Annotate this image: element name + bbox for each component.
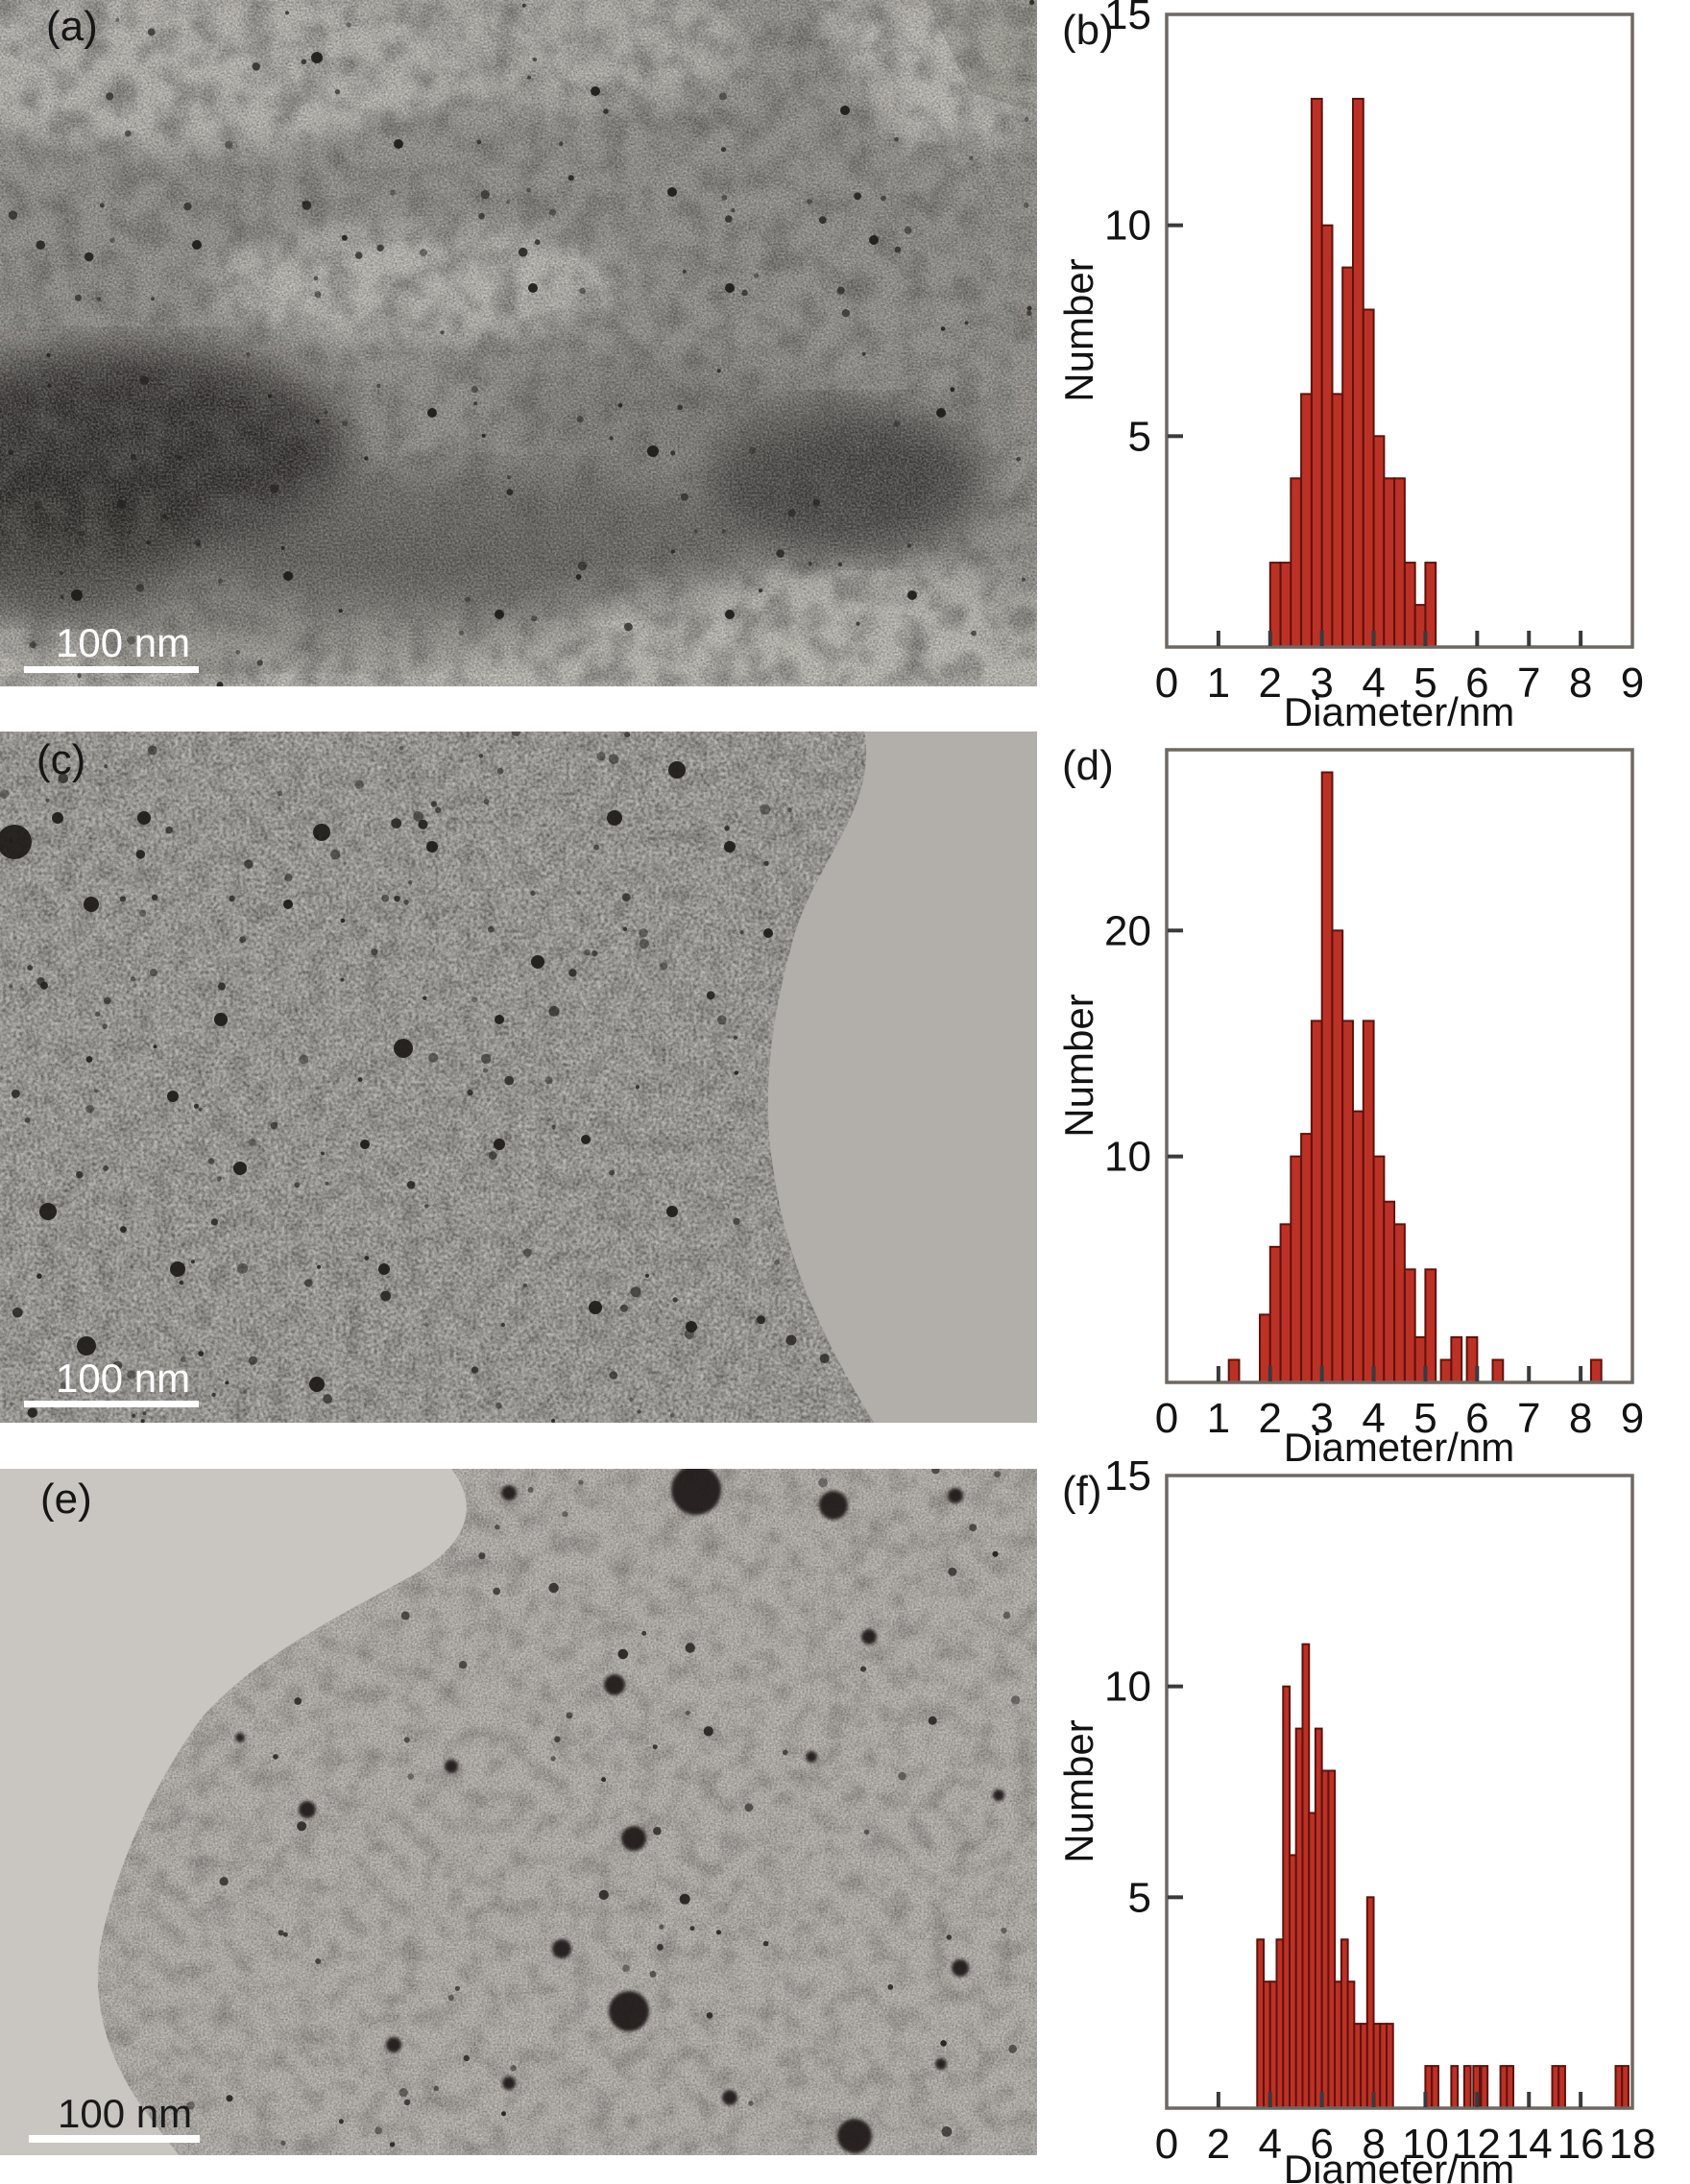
svg-text:7: 7: [1517, 660, 1540, 707]
svg-text:1: 1: [1207, 1395, 1230, 1442]
svg-text:5: 5: [1128, 1874, 1151, 1921]
panel-c-letter: (c): [36, 736, 85, 783]
histogram-f-bars: [1256, 1643, 1630, 2110]
svg-text:6: 6: [1310, 2121, 1333, 2168]
svg-text:10: 10: [1104, 203, 1151, 250]
svg-text:3: 3: [1310, 1395, 1333, 1442]
svg-text:9: 9: [1621, 1395, 1644, 1442]
histogram-d-axes: 0 1 2 3 4 5 6 7 8 9 10 20: [1104, 748, 1644, 1442]
histogram-d-plot: (d) Number Diameter/nm 0 1 2 3 4 5 6 7 8 9 10 20: [1056, 742, 1644, 1461]
panel-a-letter: (a): [46, 3, 98, 50]
svg-text:15: 15: [1104, 0, 1151, 38]
panel-c-tem-image: 100 nm (c): [0, 732, 1037, 1423]
tem-c-nanoparticle-dots: [0, 732, 830, 1423]
panel-f-histogram: (f) Number Diameter/nm 0 2 4 6 8 10 12 14 16 18 5 1…: [1056, 1461, 1690, 2184]
svg-text:12: 12: [1454, 2121, 1501, 2168]
tem-a-micrograph: 100 nm (a): [0, 0, 1037, 686]
svg-text:15: 15: [1104, 1461, 1151, 1500]
panel-b-histogram: (b) Number Diameter/nm 0 1 2 3 4 5 6 7 8 9 5 10 15: [1056, 0, 1690, 735]
panel-a-tem-image: 100 nm (a): [0, 0, 1037, 686]
tem-a-scale-bar-line: [24, 666, 199, 673]
panel-f-letter: (f): [1062, 1468, 1102, 1515]
svg-text:8: 8: [1569, 660, 1592, 707]
svg-text:7: 7: [1517, 1395, 1540, 1442]
panel-b-letter: (b): [1062, 7, 1114, 54]
tem-e-scale-bar-label: 100 nm: [58, 2091, 192, 2136]
tem-c-scale-bar-line: [24, 1401, 199, 1407]
svg-text:0: 0: [1155, 2121, 1178, 2168]
tem-e-scale-bar-line: [29, 2135, 200, 2143]
svg-text:4: 4: [1259, 2121, 1282, 2168]
panel-e-tem-image: 100 nm (e): [0, 1469, 1037, 2155]
tem-e-nanoparticle-dots: [186, 1469, 1021, 2148]
svg-text:5: 5: [1413, 660, 1436, 707]
tem-a-scale-bar-label: 100 nm: [56, 620, 190, 665]
histogram-f-plot: (f) Number Diameter/nm 0 2 4 6 8 10 12 14 16 1851…: [1056, 1461, 1655, 2184]
svg-text:4: 4: [1362, 660, 1385, 707]
panel-d-histogram: (d) Number Diameter/nm 0 1 2 3 4 5 6 7 8 9 10 20: [1056, 735, 1690, 1461]
panel-e-letter: (e): [40, 1476, 92, 1523]
svg-text:8: 8: [1569, 1395, 1592, 1442]
svg-text:14: 14: [1506, 2121, 1553, 2168]
svg-text:8: 8: [1362, 2121, 1385, 2168]
svg-text:2: 2: [1259, 1395, 1282, 1442]
svg-text:5: 5: [1128, 413, 1151, 460]
svg-text:0: 0: [1155, 660, 1178, 707]
tem-a-scale-bar: 100 nm: [24, 620, 199, 673]
tem-c-micrograph: 100 nm (c): [0, 732, 1037, 1423]
tem-a-nanoparticle-dots: [8, 0, 1035, 686]
histogram-d-y-axis-title: Number: [1056, 994, 1101, 1137]
svg-text:16: 16: [1557, 2121, 1605, 2168]
svg-text:18: 18: [1609, 2121, 1656, 2168]
tem-a-grain-light: [0, 0, 1037, 686]
svg-text:3: 3: [1310, 660, 1333, 707]
tem-e-large-nanoparticles: [235, 1469, 1004, 2153]
svg-text:1: 1: [1207, 660, 1230, 707]
histogram-b-x-axis-title: Diameter/nm: [1284, 689, 1514, 734]
tem-c-scale-bar: 100 nm: [24, 1356, 199, 1407]
svg-text:5: 5: [1413, 1395, 1436, 1442]
svg-text:20: 20: [1104, 907, 1151, 954]
svg-text:6: 6: [1465, 1395, 1488, 1442]
svg-text:10: 10: [1104, 1664, 1151, 1711]
svg-text:0: 0: [1155, 1395, 1178, 1442]
svg-text:4: 4: [1362, 1395, 1385, 1442]
histogram-b-y-axis-title: Number: [1056, 258, 1101, 401]
histogram-f-y-axis-title: Number: [1056, 1719, 1101, 1862]
svg-text:10: 10: [1402, 2121, 1449, 2168]
tem-c-scale-bar-label: 100 nm: [56, 1356, 190, 1401]
histogram-d-bars: [1227, 771, 1603, 1384]
svg-text:10: 10: [1104, 1134, 1151, 1181]
tem-e-scale-bar: 100 nm: [29, 2091, 200, 2143]
histogram-b-bars: [1268, 97, 1437, 648]
svg-text:6: 6: [1465, 660, 1488, 707]
histogram-d-x-axis-title: Diameter/nm: [1284, 1425, 1514, 1461]
svg-text:9: 9: [1621, 660, 1644, 707]
svg-text:2: 2: [1207, 2121, 1230, 2168]
histogram-f-x-axis-title: Diameter/nm: [1284, 2147, 1514, 2184]
panel-d-letter: (d): [1062, 742, 1114, 789]
tem-e-micrograph: 100 nm (e): [0, 1469, 1037, 2155]
svg-text:2: 2: [1259, 660, 1282, 707]
